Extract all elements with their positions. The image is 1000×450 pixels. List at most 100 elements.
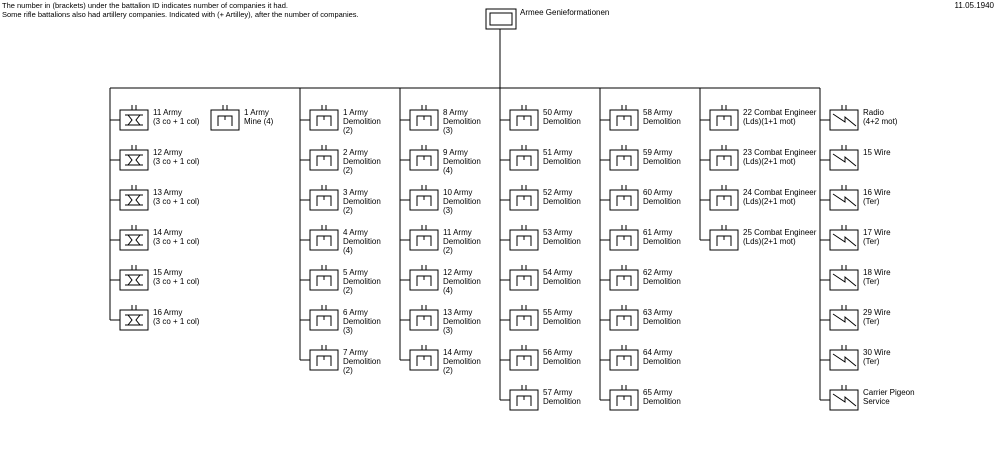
unit-box [829, 309, 859, 331]
unit-symbol [125, 274, 143, 286]
unit-label: (3 co + 1 col) [153, 237, 200, 246]
unit-label: (3) [443, 126, 453, 135]
unit-box [829, 349, 859, 371]
unit-label: 14 Army [443, 348, 472, 357]
unit-label: Demolition [443, 157, 481, 166]
unit-box [829, 109, 859, 131]
unit-label: 16 Army [153, 308, 182, 317]
unit-label: 25 Combat Engineer [743, 228, 817, 237]
unit-box [829, 389, 859, 411]
root-label: Armee Genieformationen [520, 8, 609, 17]
unit-label: 11 Army [153, 108, 182, 117]
unit-label: Demolition [643, 197, 681, 206]
unit-symbol [416, 195, 432, 206]
unit-symbol [616, 355, 632, 366]
unit-symbol [416, 355, 432, 366]
unit-label: Demolition [343, 197, 381, 206]
unit-label: 22 Combat Engineer [743, 108, 817, 117]
unit-label: Mine (4) [244, 117, 274, 126]
unit-label: Demolition [443, 277, 481, 286]
unit-box [829, 189, 859, 211]
unit-label: (3) [343, 326, 353, 335]
unit-label: Demolition [343, 317, 381, 326]
unit-label: (3 co + 1 col) [153, 317, 200, 326]
unit-symbol [616, 235, 632, 246]
unit-label: 62 Army [643, 268, 672, 277]
unit-label: Demolition [443, 357, 481, 366]
unit-symbol [716, 115, 732, 126]
unit-symbol [416, 155, 432, 166]
unit-label: Demolition [343, 277, 381, 286]
unit-label: (3 co + 1 col) [153, 197, 200, 206]
unit-label: 17 Wire [863, 228, 891, 237]
unit-symbol [125, 234, 143, 246]
unit-label: Demolition [643, 117, 681, 126]
unit-symbol [316, 115, 332, 126]
unit-label: 51 Army [543, 148, 572, 157]
unit-symbol [832, 233, 857, 247]
unit-symbol [616, 275, 632, 286]
unit-label: 10 Army [443, 188, 472, 197]
unit-symbol [832, 313, 857, 327]
unit-symbol [416, 275, 432, 286]
unit-label: Radio [863, 108, 884, 117]
unit-label: 13 Army [443, 308, 472, 317]
unit-label: 23 Combat Engineer [743, 148, 817, 157]
unit-label: (4) [443, 286, 453, 295]
unit-symbol [516, 275, 532, 286]
unit-label: 30 Wire [863, 348, 891, 357]
unit-label: (2) [443, 246, 453, 255]
unit-label: 13 Army [153, 188, 182, 197]
unit-symbol [716, 155, 732, 166]
unit-symbol [832, 393, 857, 407]
unit-label: Demolition [443, 117, 481, 126]
unit-symbol [416, 115, 432, 126]
unit-label: 11 Army [443, 228, 472, 237]
unit-symbol [516, 355, 532, 366]
unit-label: 1 Army [343, 108, 368, 117]
unit-label: Demolition [643, 317, 681, 326]
unit-label: Service [863, 397, 890, 406]
note: Some rifle battalions also had artillery… [2, 10, 359, 19]
unit-label: 9 Army [443, 148, 468, 157]
unit-box [119, 149, 149, 171]
unit-label: 57 Army [543, 388, 572, 397]
unit-label: (Lds)(2+1 mot) [743, 157, 796, 166]
unit-symbol [616, 315, 632, 326]
unit-label: 58 Army [643, 108, 672, 117]
unit-label: (Ter) [863, 277, 880, 286]
unit-symbol [716, 235, 732, 246]
root-box [485, 8, 517, 30]
unit-label: Demolition [543, 397, 581, 406]
unit-label: 15 Army [153, 268, 182, 277]
unit-label: Carrier Pigeon [863, 388, 915, 397]
unit-label: (3 co + 1 col) [153, 157, 200, 166]
unit-label: (2) [343, 286, 353, 295]
unit-symbol [616, 395, 632, 406]
unit-label: (3) [443, 326, 453, 335]
unit-label: Demolition [543, 357, 581, 366]
unit-label: (Lds)(2+1 mot) [743, 237, 796, 246]
unit-label: 18 Wire [863, 268, 891, 277]
unit-label: Demolition [543, 277, 581, 286]
unit-label: 16 Wire [863, 188, 891, 197]
unit-label: 61 Army [643, 228, 672, 237]
unit-symbol [316, 275, 332, 286]
unit-symbol [616, 195, 632, 206]
unit-label: 15 Wire [863, 148, 891, 157]
unit-label: Demolition [643, 277, 681, 286]
unit-label: 14 Army [153, 228, 182, 237]
unit-symbol [125, 314, 143, 326]
unit-symbol [832, 193, 857, 207]
unit-label: Demolition [543, 157, 581, 166]
unit-symbol [516, 235, 532, 246]
note: The number in (brackets) under the batta… [2, 1, 288, 10]
unit-label: 12 Army [443, 268, 472, 277]
unit-label: (2) [343, 166, 353, 175]
unit-symbol [616, 115, 632, 126]
unit-label: 54 Army [543, 268, 572, 277]
unit-label: 59 Army [643, 148, 672, 157]
unit-symbol [716, 195, 732, 206]
unit-box [829, 149, 859, 171]
unit-box [119, 229, 149, 251]
